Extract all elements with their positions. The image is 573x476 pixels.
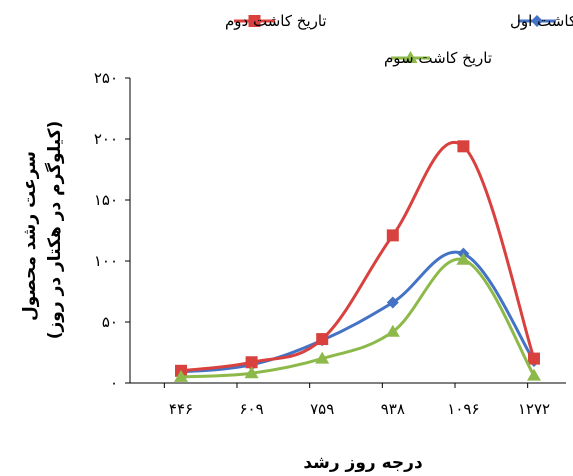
y-tick-label: ۱۵۰ — [94, 191, 118, 209]
series-line — [180, 250, 536, 374]
x-tick-label: ۶۰۹ — [240, 400, 264, 418]
data-point-marker — [315, 351, 330, 364]
data-point-marker — [385, 324, 400, 337]
data-point-marker — [528, 352, 540, 365]
x-axis: ۴۴۶ ۶۰۹ ۷۵۹ ۹۳۸ ۱۰۹۶ ۱۲۷۲ — [130, 382, 566, 418]
series-line — [180, 257, 536, 379]
legend-label: تاریخ کاشت اول — [510, 12, 573, 30]
data-point-marker — [527, 368, 541, 381]
data-point-marker — [316, 333, 329, 346]
series-1 — [175, 247, 540, 379]
legend-label: تاریخ کاشت سوم — [384, 49, 492, 67]
data-point-marker — [457, 140, 470, 153]
data-point-marker — [386, 229, 399, 242]
y-axis-subtitle: (کیلوگرم در هکتار در روز) — [44, 121, 65, 340]
x-tick-label: ۱۲۷۲ — [518, 400, 550, 418]
x-tick-label: ۴۴۶ — [169, 400, 193, 418]
x-axis-title: درجه روز رشد — [303, 453, 423, 473]
legend-label: تاریخ کاشت دوم — [225, 12, 327, 30]
legend: تاریخ کاشت دوم تاریخ کاشت اول تاریخ کاشت س… — [225, 12, 573, 67]
data-point-marker — [174, 369, 188, 382]
data-point-marker — [248, 15, 261, 27]
data-point-marker — [244, 366, 259, 379]
data-point-marker — [403, 51, 418, 63]
y-axis: ۰ ۵۰ ۱۰۰ ۱۵۰ ۲۰۰ ۲۵۰ — [94, 69, 131, 392]
y-tick-label: ۲۵۰ — [94, 69, 118, 87]
series-layer — [174, 140, 541, 382]
series-2 — [175, 140, 540, 377]
series-3 — [174, 252, 541, 382]
data-point-marker — [386, 296, 399, 309]
legend-entry: تاریخ کاشت دوم — [225, 12, 327, 30]
data-point-marker — [456, 252, 471, 265]
data-point-marker — [531, 15, 543, 27]
legend-entry: تاریخ کاشت اول — [510, 12, 573, 30]
x-tick-label: ۱۰۹۶ — [447, 400, 479, 418]
y-axis-title: سرعت رشد محصول — [20, 151, 40, 321]
y-tick-label: ۵۰ — [102, 313, 118, 331]
y-tick-label: ۱۰۰ — [94, 252, 118, 270]
y-tick-label: ۲۰۰ — [94, 130, 118, 148]
legend-entry: تاریخ کاشت سوم — [384, 49, 492, 67]
x-tick-label: ۷۵۹ — [310, 400, 334, 418]
x-tick-label: ۹۳۸ — [381, 400, 405, 418]
series-line — [180, 141, 536, 373]
y-tick-label: ۰ — [110, 374, 118, 392]
data-point-marker — [245, 356, 258, 369]
